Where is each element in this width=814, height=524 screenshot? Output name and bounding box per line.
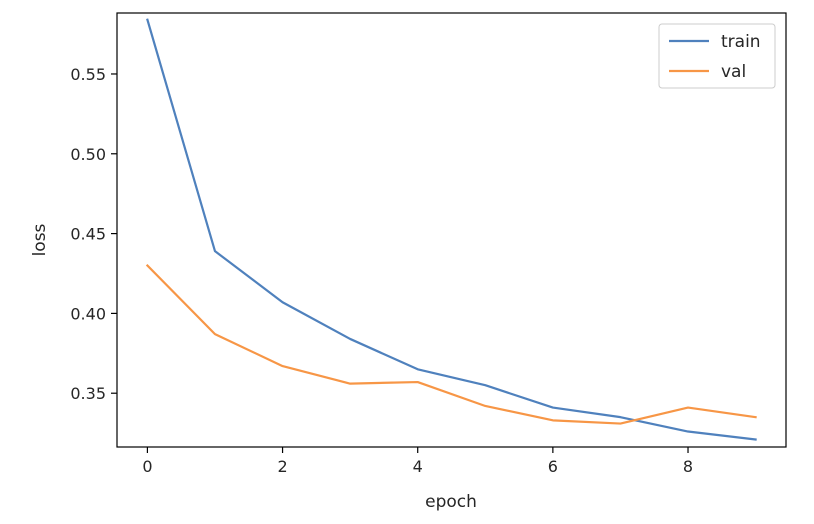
x-axis-label: epoch bbox=[425, 492, 477, 512]
x-tick-label: 2 bbox=[277, 457, 287, 476]
y-tick-label: 0.40 bbox=[70, 304, 106, 323]
series-train-line bbox=[146, 18, 757, 441]
y-tick-label: 0.55 bbox=[70, 65, 106, 84]
x-tick-label: 0 bbox=[142, 457, 152, 476]
series-val-line bbox=[145, 263, 757, 425]
y-tick-label: 0.35 bbox=[70, 384, 106, 403]
x-tick-label: 8 bbox=[683, 457, 693, 476]
y-tick-label: 0.50 bbox=[70, 145, 106, 164]
plot-area bbox=[145, 18, 757, 441]
axes: 0 2 4 6 8 0.35 0.40 0.45 0.50 0.55 bbox=[70, 12, 787, 476]
x-tick-label: 6 bbox=[548, 457, 558, 476]
y-tick-label: 0.45 bbox=[70, 225, 106, 244]
x-tick-label: 4 bbox=[413, 457, 423, 476]
legend-train-label: train bbox=[721, 32, 761, 52]
legend-val-label: val bbox=[721, 62, 746, 82]
legend: train val bbox=[658, 23, 776, 89]
y-axis-label: loss bbox=[30, 223, 50, 256]
axes-frame bbox=[116, 12, 787, 448]
